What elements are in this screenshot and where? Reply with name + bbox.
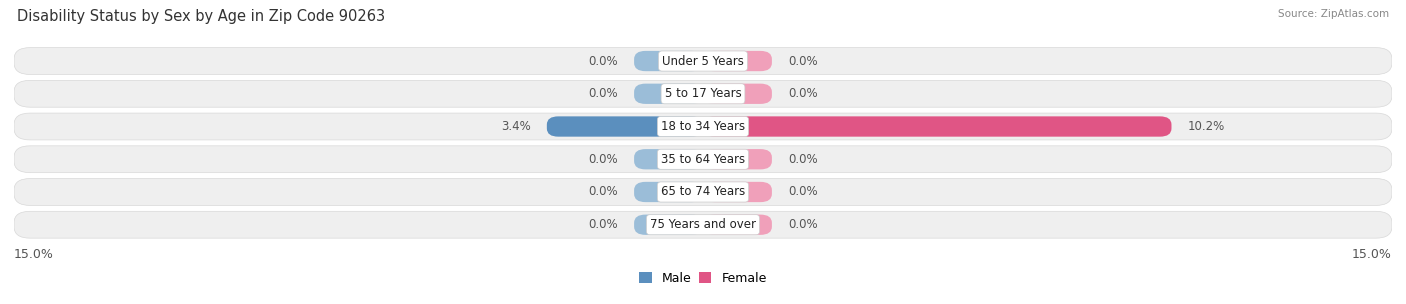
Text: 3.4%: 3.4% bbox=[501, 120, 531, 133]
Text: 0.0%: 0.0% bbox=[787, 54, 818, 67]
Text: 0.0%: 0.0% bbox=[588, 185, 619, 199]
Text: 18 to 34 Years: 18 to 34 Years bbox=[661, 120, 745, 133]
FancyBboxPatch shape bbox=[703, 182, 772, 202]
Text: 15.0%: 15.0% bbox=[14, 248, 53, 261]
FancyBboxPatch shape bbox=[703, 149, 772, 169]
FancyBboxPatch shape bbox=[634, 84, 703, 104]
Text: 0.0%: 0.0% bbox=[588, 218, 619, 231]
FancyBboxPatch shape bbox=[14, 48, 1392, 74]
Legend: Male, Female: Male, Female bbox=[634, 267, 772, 290]
FancyBboxPatch shape bbox=[14, 113, 1392, 140]
FancyBboxPatch shape bbox=[14, 211, 1392, 238]
FancyBboxPatch shape bbox=[634, 182, 703, 202]
FancyBboxPatch shape bbox=[634, 51, 703, 71]
FancyBboxPatch shape bbox=[634, 149, 703, 169]
FancyBboxPatch shape bbox=[547, 116, 703, 137]
Text: 15.0%: 15.0% bbox=[1353, 248, 1392, 261]
Text: Under 5 Years: Under 5 Years bbox=[662, 54, 744, 67]
Text: 0.0%: 0.0% bbox=[787, 153, 818, 166]
Text: 75 Years and over: 75 Years and over bbox=[650, 218, 756, 231]
FancyBboxPatch shape bbox=[703, 116, 1171, 137]
Text: Source: ZipAtlas.com: Source: ZipAtlas.com bbox=[1278, 9, 1389, 19]
Text: 35 to 64 Years: 35 to 64 Years bbox=[661, 153, 745, 166]
Text: 10.2%: 10.2% bbox=[1188, 120, 1225, 133]
Text: 0.0%: 0.0% bbox=[588, 153, 619, 166]
FancyBboxPatch shape bbox=[703, 51, 772, 71]
Text: Disability Status by Sex by Age in Zip Code 90263: Disability Status by Sex by Age in Zip C… bbox=[17, 9, 385, 24]
Text: 0.0%: 0.0% bbox=[588, 54, 619, 67]
Text: 5 to 17 Years: 5 to 17 Years bbox=[665, 87, 741, 100]
FancyBboxPatch shape bbox=[14, 178, 1392, 206]
FancyBboxPatch shape bbox=[14, 80, 1392, 107]
Text: 0.0%: 0.0% bbox=[787, 185, 818, 199]
Text: 0.0%: 0.0% bbox=[787, 87, 818, 100]
Text: 0.0%: 0.0% bbox=[787, 218, 818, 231]
FancyBboxPatch shape bbox=[703, 215, 772, 235]
FancyBboxPatch shape bbox=[703, 84, 772, 104]
FancyBboxPatch shape bbox=[634, 215, 703, 235]
FancyBboxPatch shape bbox=[14, 146, 1392, 173]
Text: 0.0%: 0.0% bbox=[588, 87, 619, 100]
Text: 65 to 74 Years: 65 to 74 Years bbox=[661, 185, 745, 199]
